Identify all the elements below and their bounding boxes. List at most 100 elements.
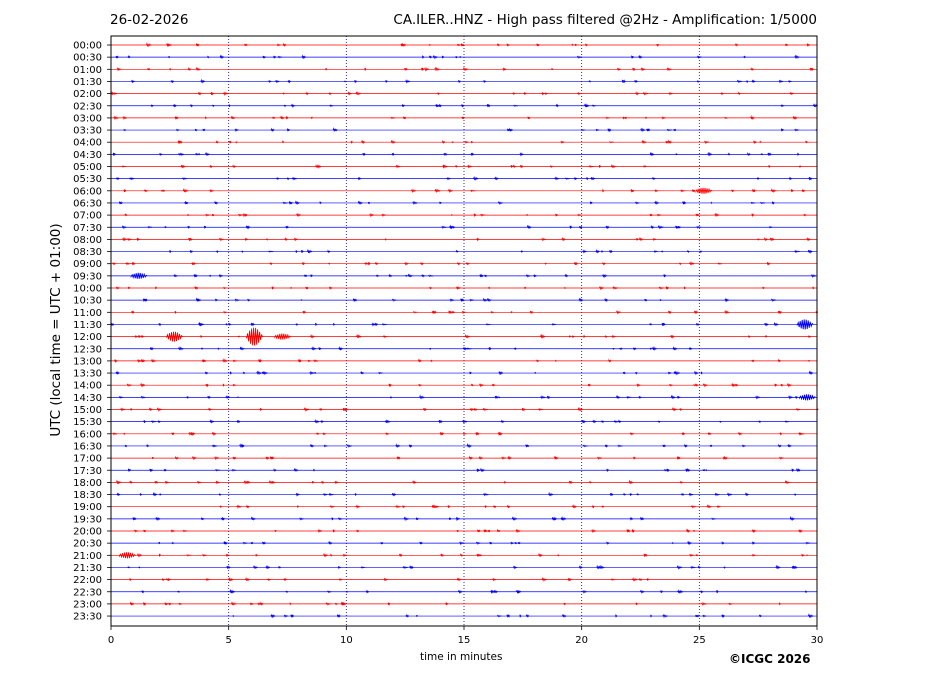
y-axis-label: UTC (local time = UTC + 01:00) bbox=[48, 223, 64, 437]
trace-noise bbox=[173, 273, 817, 279]
trace-noise bbox=[127, 467, 801, 473]
y-tick-label: 04:00 bbox=[73, 138, 102, 149]
seismic-event bbox=[246, 327, 263, 346]
x-tick-label: 0 bbox=[108, 635, 114, 646]
y-tick-label: 23:30 bbox=[73, 612, 102, 623]
y-tick-label: 01:30 bbox=[73, 77, 102, 88]
trace-noise bbox=[151, 455, 785, 461]
trace-noise bbox=[112, 151, 800, 157]
y-tick-label: 12:30 bbox=[73, 344, 102, 355]
seismic-event bbox=[130, 272, 148, 279]
y-tick-label: 09:00 bbox=[73, 259, 102, 270]
trace-noise bbox=[129, 576, 649, 583]
y-tick-label: 03:00 bbox=[73, 113, 102, 124]
seismic-event bbox=[796, 319, 814, 330]
trace-noise bbox=[129, 601, 781, 607]
trace-noise bbox=[124, 212, 807, 218]
chart-title: CA.ILER..HNZ - High pass filtered @2Hz -… bbox=[393, 12, 817, 28]
trace-noise bbox=[158, 540, 811, 546]
x-axis-label: time in minutes bbox=[420, 651, 503, 663]
x-tick-label: 30 bbox=[811, 635, 824, 646]
copyright-label: ©ICGC 2026 bbox=[729, 652, 811, 666]
x-tick-label: 15 bbox=[458, 635, 471, 646]
y-tick-label: 21:00 bbox=[73, 551, 102, 562]
y-tick-label: 18:30 bbox=[73, 490, 102, 501]
trace-noise bbox=[141, 588, 808, 595]
trace-noise bbox=[115, 370, 814, 376]
y-tick-label: 16:30 bbox=[73, 441, 102, 452]
trace-noise bbox=[123, 188, 805, 194]
y-tick-label: 14:00 bbox=[73, 381, 102, 392]
y-tick-label: 23:00 bbox=[73, 599, 102, 610]
x-tick-label: 25 bbox=[693, 635, 706, 646]
y-tick-label: 22:00 bbox=[73, 575, 102, 586]
trace-noise bbox=[126, 382, 792, 388]
trace-noise bbox=[149, 345, 693, 352]
x-tick-label: 20 bbox=[575, 635, 588, 646]
trace-noise bbox=[124, 443, 792, 449]
trace-noise bbox=[110, 91, 794, 96]
trace-noise bbox=[114, 358, 810, 364]
y-tick-label: 00:00 bbox=[73, 41, 102, 52]
y-tick-label: 18:00 bbox=[73, 478, 102, 489]
y-tick-label: 13:30 bbox=[73, 369, 102, 380]
trace-noise bbox=[115, 54, 800, 60]
trace-noise bbox=[111, 321, 810, 327]
y-tick-label: 20:00 bbox=[73, 527, 102, 538]
y-tick-label: 15:00 bbox=[73, 405, 102, 416]
trace-noise bbox=[169, 248, 813, 254]
y-tick-label: 15:30 bbox=[73, 417, 102, 428]
y-tick-label: 00:30 bbox=[73, 53, 102, 64]
y-tick-label: 04:30 bbox=[73, 150, 102, 161]
y-tick-label: 21:30 bbox=[73, 563, 102, 574]
seismic-traces bbox=[110, 42, 819, 619]
trace-noise bbox=[115, 285, 815, 291]
y-tick-label: 11:00 bbox=[73, 308, 102, 319]
y-tick-label: 08:30 bbox=[73, 247, 102, 258]
seismic-event bbox=[274, 333, 292, 340]
y-tick-label: 11:30 bbox=[73, 320, 102, 331]
trace-noise bbox=[121, 224, 773, 230]
trace-noise bbox=[118, 200, 775, 206]
y-tick-label: 08:00 bbox=[73, 235, 102, 246]
trace-noise bbox=[143, 297, 777, 303]
trace-noise bbox=[121, 163, 802, 170]
y-tick-label: 09:30 bbox=[73, 271, 102, 282]
x-axis-ticks: 0 5 10 15 20 25 30 bbox=[108, 626, 824, 646]
trace-noise bbox=[143, 418, 790, 424]
y-tick-label: 01:00 bbox=[73, 65, 102, 76]
x-tick-label: 10 bbox=[340, 635, 353, 646]
y-tick-label: 13:00 bbox=[73, 356, 102, 367]
trace-noise bbox=[122, 236, 811, 242]
y-tick-label: 12:00 bbox=[73, 332, 102, 343]
y-tick-label: 19:30 bbox=[73, 514, 102, 525]
y-tick-label: 05:30 bbox=[73, 174, 102, 185]
y-tick-label: 17:00 bbox=[73, 454, 102, 465]
seismic-event bbox=[119, 552, 136, 559]
trace-noise bbox=[118, 394, 798, 400]
seismic-event bbox=[695, 187, 713, 194]
trace-noise bbox=[131, 78, 792, 84]
y-tick-label: 19:00 bbox=[73, 502, 102, 513]
trace-noise bbox=[116, 491, 797, 497]
trace-noise bbox=[123, 127, 818, 133]
y-tick-label: 22:30 bbox=[73, 587, 102, 598]
trace-noise bbox=[116, 479, 790, 485]
y-tick-label: 17:30 bbox=[73, 466, 102, 477]
trace-noise bbox=[177, 139, 808, 145]
trace-noise bbox=[116, 66, 815, 72]
y-tick-label: 02:00 bbox=[73, 89, 102, 100]
y-tick-label: 03:30 bbox=[73, 126, 102, 137]
trace-noise bbox=[232, 613, 814, 619]
seismic-event bbox=[799, 394, 816, 401]
y-tick-label: 10:30 bbox=[73, 296, 102, 307]
trace-noise bbox=[112, 431, 805, 437]
y-tick-label: 20:30 bbox=[73, 539, 102, 550]
trace-noise bbox=[131, 309, 819, 315]
trace-noise bbox=[116, 175, 813, 181]
trace-noise bbox=[134, 333, 811, 339]
x-tick-label: 5 bbox=[225, 635, 231, 646]
trace-noise bbox=[127, 564, 798, 570]
